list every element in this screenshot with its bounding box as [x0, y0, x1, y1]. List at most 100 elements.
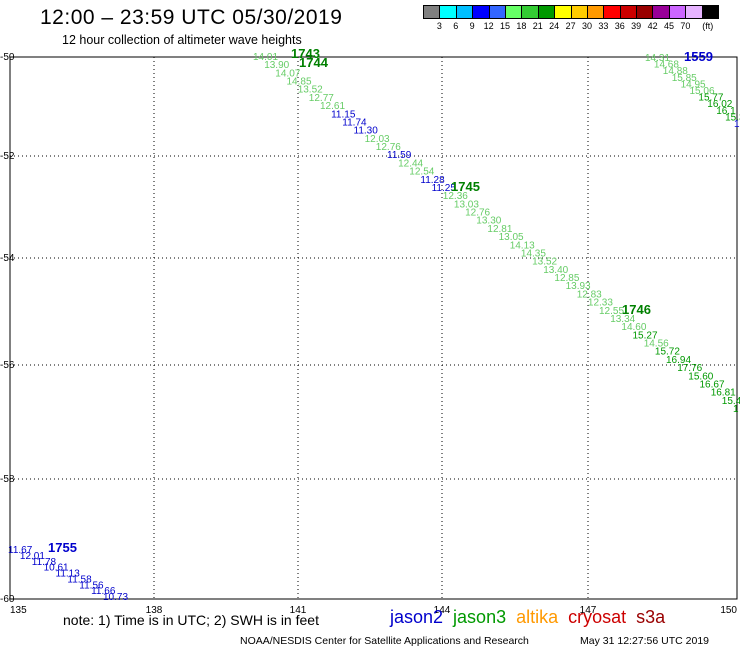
wave-height-label: 10.73 — [103, 592, 128, 603]
wave-height-label: 13.52 — [532, 257, 557, 268]
credit-footer: NOAA/NESDIS Center for Satellite Applica… — [240, 635, 529, 647]
y-tick-label: -60 — [0, 594, 15, 605]
wave-height-label: 1 — [733, 404, 739, 415]
wave-height-label: 12.81 — [487, 224, 512, 235]
wave-height-label: 14.31 — [645, 53, 670, 64]
colorbar-label: 36 — [614, 21, 625, 31]
wave-height-label: 14.95 — [681, 79, 706, 90]
colorbar-label: (ft) — [702, 21, 714, 31]
wave-height-label: 12.76 — [465, 208, 490, 219]
colorbar-label: 12 — [483, 21, 494, 31]
legend-jason2: jason2 — [390, 607, 444, 627]
wave-height-label: 13.03 — [454, 199, 479, 210]
wave-height-label: 11.74 — [342, 118, 367, 129]
wave-height-label: 12.76 — [376, 142, 401, 153]
wave-height-label: 11.13 — [56, 569, 81, 580]
pass-time-label: 1755 — [48, 540, 77, 555]
wave-height-label: 16.94 — [666, 355, 691, 366]
wave-height-label: 14.07 — [275, 68, 300, 79]
wave-height-label: 15.85 — [672, 73, 697, 84]
wave-height-label: 13.93 — [566, 281, 591, 292]
wave-height-label: 13.05 — [499, 232, 524, 243]
y-tick-label: -56 — [0, 360, 15, 371]
x-tick-label: 150 — [720, 605, 737, 616]
wave-height-label: 15.72 — [655, 347, 680, 358]
wave-height-label: 16.67 — [700, 379, 725, 390]
legend-altika: altika — [516, 607, 559, 627]
pass-time-label: 1746 — [622, 302, 651, 317]
colorbar-label: 6 — [453, 21, 459, 31]
wave-height-label: 11.56 — [79, 580, 104, 591]
pass-time-label: 1744 — [299, 55, 329, 70]
wave-height-label: 15.77 — [698, 93, 723, 104]
wave-height-label: 14.01 — [253, 52, 278, 63]
wave-height-label: 14.85 — [287, 77, 312, 88]
colorbar-label: 70 — [680, 21, 691, 31]
x-tick-label: 147 — [580, 605, 597, 616]
wave-height-label: 11.67 — [8, 545, 33, 556]
wave-height-label: 13.34 — [610, 314, 635, 325]
wave-height-label: 15.3 — [725, 112, 740, 123]
wave-height-colorbar — [423, 5, 720, 19]
x-tick-label: 144 — [434, 605, 451, 616]
wave-height-label: 12.01 — [20, 551, 45, 562]
wave-height-label: 11.66 — [91, 586, 116, 597]
wave-height-label: 11.25 — [432, 183, 457, 194]
wave-height-label: 11.30 — [354, 126, 379, 137]
wave-height-label: 13.52 — [298, 85, 323, 96]
x-tick-label: 135 — [10, 605, 27, 616]
colorbar-label: 9 — [469, 21, 475, 31]
y-tick-label: -52 — [0, 151, 15, 162]
wave-height-label: 16.81 — [711, 388, 736, 399]
wave-height-label: 13.90 — [264, 60, 289, 71]
wave-height-label: 11.58 — [67, 574, 92, 585]
y-tick-label: -58 — [0, 474, 15, 485]
colorbar-swatch — [701, 5, 720, 19]
pass-time-label: 1745 — [451, 179, 480, 194]
y-tick-label: -50 — [0, 52, 15, 63]
wave-height-label: 12.61 — [320, 101, 345, 112]
wave-height-label: 14.13 — [510, 240, 535, 251]
wave-height-label: 12.77 — [309, 93, 334, 104]
colorbar-labels: 3 6 9 12 15 18 21 24 27 30 33 36 39 42 45 70 (ft) — [423, 21, 740, 35]
wave-height-label: 12.36 — [443, 191, 468, 202]
colorbar-label: 15 — [499, 21, 511, 31]
wave-height-label: 12.83 — [577, 289, 602, 300]
axis-ticks: 135 138 141 144 147 150 -50 -52 -54 -56 -58 -60 — [0, 52, 737, 616]
colorbar-label: 33 — [598, 21, 609, 31]
wave-height-label: 12.55 — [599, 306, 624, 317]
wave-height-label: 12.03 — [365, 134, 390, 145]
x-tick-label: 141 — [290, 605, 307, 616]
wave-height-label: 10.61 — [44, 563, 69, 574]
wave-height-label: 15.60 — [688, 371, 713, 382]
chart-title: 12:00 – 23:59 UTC 05/30/2019 — [40, 6, 343, 29]
legend-cryosat: cryosat — [568, 607, 627, 627]
pass-time-label: 1559 — [684, 49, 713, 64]
wave-height-label: 11.15 — [331, 109, 356, 120]
chart-subtitle: 12 hour collection of altimeter wave hei… — [62, 33, 302, 47]
legend-jason3: jason3 — [453, 607, 507, 627]
satellite-legend: jason2 jason3 altika cryosat s3a — [390, 607, 675, 628]
wave-height-label: 16.02 — [707, 99, 732, 110]
colorbar-label: 45 — [663, 21, 675, 31]
colorbar-label: 24 — [549, 21, 560, 31]
wave-height-label: 12.54 — [409, 167, 434, 178]
note-text: note: 1) Time is in UTC; 2) SWH is in fe… — [63, 612, 319, 628]
colorbar-label: 3 — [436, 21, 442, 31]
map-frame — [9, 56, 738, 600]
colorbar-label: 39 — [631, 21, 642, 31]
wave-height-label: 11.59 — [387, 150, 412, 161]
wave-height-label: 11.78 — [32, 557, 57, 568]
y-tick-label: -54 — [0, 253, 15, 264]
wave-height-label: 14.88 — [663, 66, 688, 77]
wave-height-label: 12.33 — [588, 298, 613, 309]
wave-height-label: 15.06 — [690, 86, 715, 97]
wave-height-label: 14.35 — [521, 249, 546, 260]
footer-timestamp: May 31 12:27:56 UTC 2019 — [580, 635, 709, 647]
wave-height-label: 14.56 — [644, 339, 669, 350]
colorbar-label: 30 — [581, 21, 593, 31]
altimeter-tracks: 14.0113.9014.0714.8513.5212.7712.6111.15… — [8, 52, 740, 603]
pass-time-label: 1743 — [291, 46, 320, 61]
wave-height-label: 15.27 — [633, 330, 658, 341]
